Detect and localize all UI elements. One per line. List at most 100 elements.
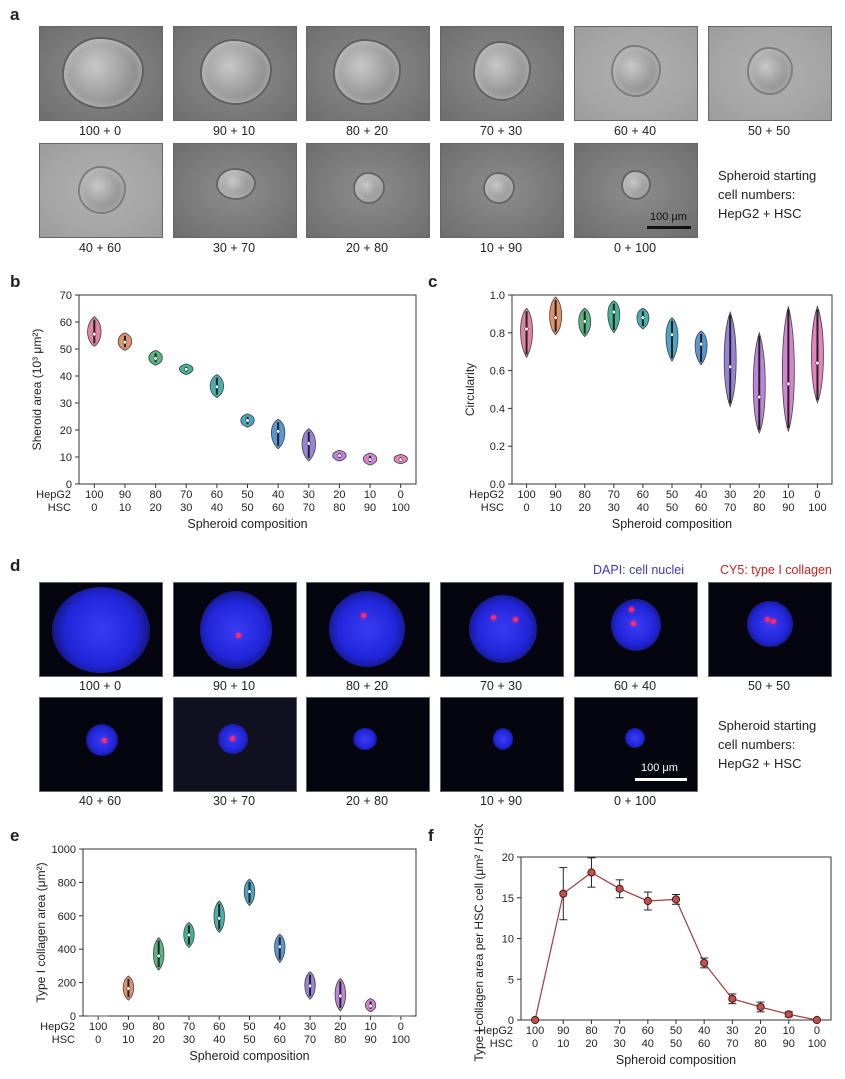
- x-tick-hepg2: 10: [782, 489, 794, 501]
- y-tick-label: 5: [508, 974, 514, 986]
- y-tick-label: 0.8: [490, 328, 505, 340]
- x-tick-hsc: 10: [119, 502, 131, 514]
- x-tick-hsc: 90: [364, 1034, 376, 1046]
- x-tick-hepg2: 90: [119, 489, 131, 501]
- brightfield-image: [306, 26, 430, 121]
- y-tick-label: 400: [58, 944, 76, 956]
- x-tick-hepg2: 50: [666, 489, 678, 501]
- x-tick-hsc: 40: [213, 1034, 225, 1046]
- violin-median: [337, 453, 342, 458]
- x-tick-hsc: 90: [782, 502, 794, 514]
- violin-median: [126, 986, 131, 991]
- y-tick-label: 0: [66, 479, 72, 491]
- x-tick-hepg2: 50: [243, 1021, 255, 1033]
- x-tick-hsc: 50: [241, 502, 253, 514]
- x-tick-hsc: 80: [754, 1038, 766, 1050]
- violin-median: [153, 356, 158, 361]
- x-tick-hsc: 70: [304, 1034, 316, 1046]
- x-tick-hepg2: 100: [526, 1025, 544, 1037]
- violin-median: [815, 360, 820, 366]
- y-tick-label: 200: [58, 978, 76, 990]
- violin-median: [306, 441, 311, 446]
- x-tick-hsc: 60: [272, 502, 284, 514]
- y-tick-label: 600: [58, 911, 76, 923]
- composition-caption: 50 + 50: [747, 124, 791, 138]
- violin-median: [247, 889, 252, 894]
- x-tick-hepg2: 60: [642, 1025, 654, 1037]
- x-tick-hsc: 10: [122, 1034, 134, 1046]
- violin-median: [368, 1003, 373, 1009]
- x-tick-hepg2: 0: [814, 1025, 820, 1037]
- x-tick-hsc: 100: [808, 502, 826, 514]
- violin-median: [156, 953, 161, 958]
- x-tick-hepg2: 70: [180, 489, 192, 501]
- x-tick-hsc: 0: [523, 502, 529, 514]
- row-label-hepg2: HepG2: [478, 1025, 513, 1037]
- y-tick-label: 20: [502, 852, 514, 864]
- composition-caption: 80 + 20: [345, 679, 389, 693]
- data-point: [643, 896, 652, 906]
- brightfield-image: [440, 26, 564, 121]
- panel-label-d: d: [10, 556, 21, 575]
- chart-e: 02004006008001000HepG2HSC100090108020703…: [34, 844, 417, 1063]
- violin-median: [92, 332, 97, 337]
- data-point: [700, 958, 709, 968]
- data-point: [587, 868, 596, 877]
- panel-label-a: a: [10, 5, 20, 24]
- violin-median: [553, 315, 558, 320]
- y-tick-label: 40: [60, 371, 72, 383]
- note-line: cell numbers:: [718, 187, 796, 202]
- composition-caption: 70 + 30: [479, 124, 523, 138]
- brightfield-image: [39, 26, 163, 121]
- brightfield-image: [173, 143, 297, 238]
- x-tick-hsc: 50: [243, 1034, 255, 1046]
- violin-median: [214, 384, 219, 389]
- composition-caption: 40 + 60: [78, 241, 122, 255]
- x-tick-hepg2: 90: [122, 1021, 134, 1033]
- composition-caption: 80 + 20: [345, 124, 389, 138]
- y-tick-label: 0: [70, 1011, 76, 1023]
- violin-median: [307, 983, 313, 988]
- data-point: [530, 1015, 540, 1025]
- violin-median: [217, 916, 222, 921]
- x-tick-hsc: 80: [334, 1034, 346, 1046]
- note-line: HepG2 + HSC: [718, 206, 802, 221]
- panel-label-f: f: [428, 826, 434, 845]
- x-tick-hepg2: 30: [724, 489, 736, 501]
- brightfield-image: [306, 143, 430, 238]
- x-tick-hepg2: 40: [698, 1025, 710, 1037]
- scale-bar: [647, 226, 691, 229]
- fluorescence-image: [306, 582, 430, 677]
- x-tick-hsc: 10: [550, 502, 562, 514]
- data-point: [671, 895, 681, 904]
- violin-median: [640, 315, 645, 320]
- x-tick-hepg2: 40: [274, 1021, 286, 1033]
- x-tick-hepg2: 90: [557, 1025, 569, 1037]
- y-axis-label: Sheroid area (10³ μm²): [30, 329, 44, 451]
- scale-bar-label: 100 μm: [641, 762, 678, 774]
- composition-caption: 20 + 80: [345, 794, 389, 808]
- x-tick-hepg2: 20: [333, 489, 345, 501]
- row-label-hsc: HSC: [52, 1034, 75, 1046]
- note-line: Spheroid starting: [718, 168, 817, 183]
- data-point: [615, 884, 624, 893]
- x-tick-hsc: 100: [808, 1038, 826, 1050]
- composition-caption: 100 + 0: [78, 124, 122, 138]
- x-tick-hsc: 20: [153, 1034, 165, 1046]
- y-tick-label: 1000: [52, 844, 76, 856]
- fluorescence-image: [173, 697, 297, 792]
- x-tick-hsc: 90: [364, 502, 376, 514]
- fluorescence-image: 100 μm: [574, 697, 698, 792]
- x-tick-hsc: 0: [91, 502, 97, 514]
- x-axis-label: Spheroid composition: [189, 1049, 309, 1063]
- x-tick-hepg2: 10: [364, 489, 376, 501]
- row-label-hepg2: HepG2: [40, 1021, 75, 1033]
- y-tick-label: 1.0: [490, 290, 505, 302]
- fluorescence-image: [306, 697, 430, 792]
- y-axis-label: Type I collagen area (μm²): [34, 862, 48, 1002]
- composition-caption: 0 + 100: [613, 794, 657, 808]
- x-tick-hepg2: 40: [695, 489, 707, 501]
- x-tick-hepg2: 80: [149, 489, 161, 501]
- y-tick-label: 50: [60, 344, 72, 356]
- x-tick-hsc: 20: [585, 1038, 597, 1050]
